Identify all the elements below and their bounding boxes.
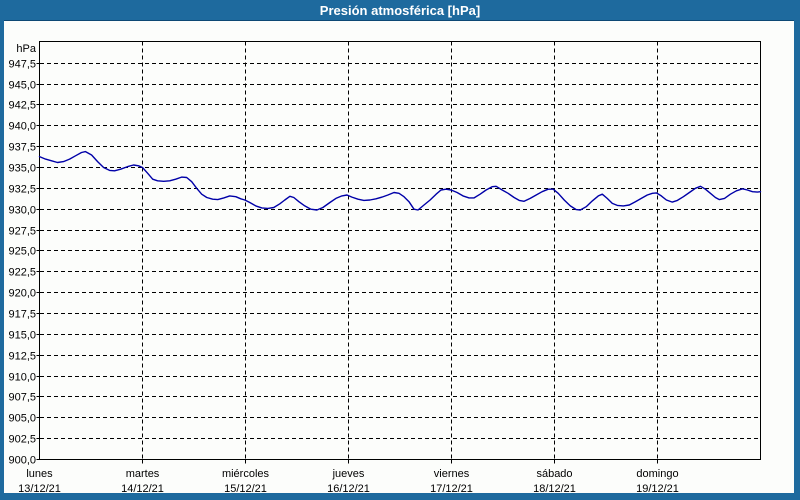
- y-tick-label: 942,5: [8, 100, 36, 112]
- y-tick-label: 947,5: [8, 59, 36, 71]
- y-tick-label: 935,0: [8, 163, 36, 175]
- y-tick-label: 902,5: [8, 434, 36, 446]
- x-day-label: sábado: [536, 468, 572, 480]
- x-day-label: viernes: [434, 468, 470, 480]
- y-tick-label: 925,0: [8, 246, 36, 258]
- y-tick-label: 930,0: [8, 205, 36, 217]
- x-date-label: 19/12/21: [636, 483, 679, 495]
- y-tick-label: 922,5: [8, 267, 36, 279]
- y-tick-label: 937,5: [8, 142, 36, 154]
- y-tick-label: 900,0: [8, 455, 36, 467]
- y-tick-label: 915,0: [8, 330, 36, 342]
- x-date-label: 15/12/21: [224, 483, 267, 495]
- y-tick-label: 912,5: [8, 351, 36, 363]
- pressure-line: [38, 150, 762, 211]
- y-tick-label: 932,5: [8, 184, 36, 196]
- x-date-label: 18/12/21: [533, 483, 576, 495]
- x-day-label: lunes: [26, 468, 53, 480]
- x-date-label: 16/12/21: [327, 483, 370, 495]
- x-day-label: jueves: [332, 468, 365, 480]
- y-tick-label: 920,0: [8, 288, 36, 300]
- y-axis-unit-label: hPa: [16, 43, 36, 55]
- y-tick-label: 945,0: [8, 80, 36, 92]
- x-day-label: miércoles: [222, 468, 270, 480]
- y-tick-label: 917,5: [8, 309, 36, 321]
- title-bar: Presión atmosférica [hPa]: [0, 0, 800, 21]
- y-tick-label: 905,0: [8, 413, 36, 425]
- y-tick-label: 940,0: [8, 121, 36, 133]
- x-date-label: 14/12/21: [121, 483, 164, 495]
- y-tick-label: 907,5: [8, 392, 36, 404]
- y-tick-label: 910,0: [8, 372, 36, 384]
- window-title: Presión atmosférica [hPa]: [319, 3, 481, 18]
- y-tick-label: 927,5: [8, 226, 36, 238]
- x-date-label: 17/12/21: [430, 483, 473, 495]
- x-day-label: domingo: [636, 468, 678, 480]
- x-date-label: 13/12/21: [18, 483, 61, 495]
- x-day-label: martes: [126, 468, 160, 480]
